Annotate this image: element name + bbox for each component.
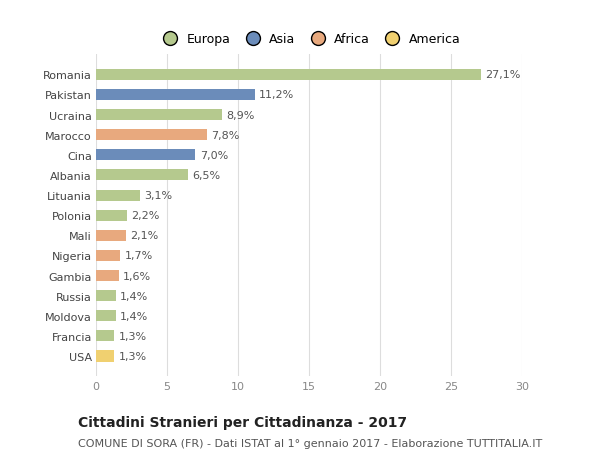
Text: 2,2%: 2,2% [131,211,160,221]
Text: 3,1%: 3,1% [144,190,172,201]
Bar [96,110,223,121]
Text: 1,3%: 1,3% [119,351,147,361]
Text: 1,6%: 1,6% [123,271,151,281]
Bar [96,230,126,241]
Text: 27,1%: 27,1% [485,70,520,80]
Bar [96,210,127,221]
Text: Cittadini Stranieri per Cittadinanza - 2017: Cittadini Stranieri per Cittadinanza - 2… [78,415,407,429]
Text: 2,1%: 2,1% [130,231,158,241]
Text: 1,7%: 1,7% [124,251,152,261]
Text: COMUNE DI SORA (FR) - Dati ISTAT al 1° gennaio 2017 - Elaborazione TUTTITALIA.IT: COMUNE DI SORA (FR) - Dati ISTAT al 1° g… [78,438,542,448]
Text: 7,0%: 7,0% [200,151,228,161]
Bar [96,130,207,141]
Text: 8,9%: 8,9% [227,110,255,120]
Bar [96,90,255,101]
Bar [96,351,115,362]
Text: 6,5%: 6,5% [193,171,221,180]
Legend: Europa, Asia, Africa, America: Europa, Asia, Africa, America [154,29,464,50]
Text: 1,3%: 1,3% [119,331,147,341]
Text: 7,8%: 7,8% [211,130,239,140]
Bar [96,330,115,341]
Text: 1,4%: 1,4% [120,291,148,301]
Bar [96,170,188,181]
Bar [96,270,119,281]
Bar [96,70,481,81]
Bar [96,150,196,161]
Bar [96,250,120,262]
Bar [96,311,116,322]
Bar [96,190,140,201]
Text: 11,2%: 11,2% [259,90,295,100]
Bar [96,291,116,302]
Text: 1,4%: 1,4% [120,311,148,321]
